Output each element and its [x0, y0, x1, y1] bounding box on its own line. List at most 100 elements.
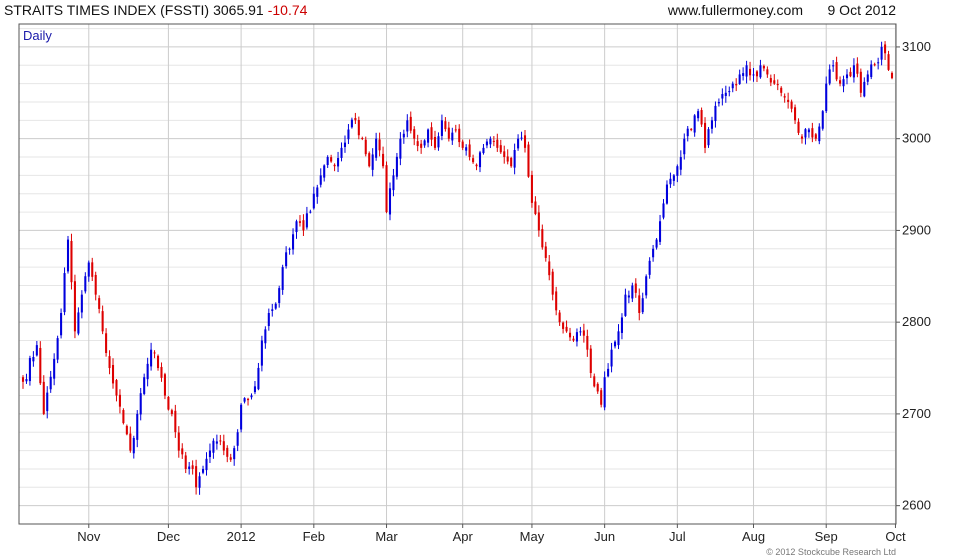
candle-body [267, 312, 270, 327]
candle-body [839, 80, 842, 84]
candle-body [132, 437, 135, 454]
candle-body [634, 283, 637, 293]
candle-body [28, 358, 31, 382]
candle-body [769, 78, 772, 83]
candle-body [558, 312, 561, 323]
candle-body [773, 80, 776, 84]
candle-body [877, 62, 880, 64]
candle-body [70, 240, 73, 283]
x-axis: Nov Dec 2012 Feb Mar Apr May Jun Jul Aug Sep Oct [77, 524, 906, 544]
candle-body [236, 432, 239, 446]
candle-body [890, 72, 894, 79]
candle-body [63, 273, 66, 313]
index-name: STRAITS TIMES INDEX (FSSTI) [4, 2, 209, 18]
change-value: -10.74 [268, 2, 308, 18]
copyright-notice: © 2012 Stockcube Research Ltd [766, 547, 896, 557]
plot-frame [18, 23, 897, 525]
candle-body [292, 234, 295, 250]
candle-body [343, 142, 347, 148]
candle-body [350, 119, 353, 128]
candle-body [472, 158, 475, 163]
candle-body [593, 376, 596, 387]
candle-body [707, 129, 710, 146]
candle-body [755, 71, 759, 77]
candle-body [35, 345, 38, 356]
candle-body [648, 260, 651, 275]
candle-body [378, 139, 381, 151]
candle-body [409, 116, 412, 131]
candle-body [129, 433, 132, 451]
candle-body [800, 136, 804, 139]
candle-body [229, 457, 232, 460]
candle-body [465, 147, 468, 151]
candle-body [794, 107, 797, 121]
candle-body [136, 413, 139, 440]
x-tick-label: Dec [157, 529, 181, 544]
candle-body [513, 150, 516, 168]
candle-body [330, 157, 333, 162]
candle-body [655, 239, 658, 248]
candle-body [669, 178, 672, 185]
candle-body [215, 441, 218, 444]
y-tick-label: 3000 [902, 131, 931, 146]
candle-body [600, 390, 603, 405]
candle-body [395, 156, 398, 177]
candle-body [478, 152, 482, 168]
candle-body [333, 164, 336, 167]
candle-body [174, 410, 177, 433]
candle-body [641, 298, 644, 313]
candle-body [523, 135, 527, 148]
candle-body [323, 165, 326, 178]
candle-body [413, 129, 416, 139]
candle-body [627, 295, 630, 298]
website-link[interactable]: www.fullermoney.com [667, 2, 803, 18]
candle-body [884, 44, 887, 54]
candle-body [859, 71, 862, 93]
candle-body [679, 157, 682, 170]
candle-body [312, 193, 315, 209]
candle-body [309, 211, 312, 213]
candle-body [250, 395, 253, 398]
candle-body [607, 368, 610, 377]
candle-body [665, 184, 668, 204]
candle-body [762, 65, 765, 69]
candle-body [305, 213, 308, 228]
candle-body [184, 455, 187, 469]
x-tick-label: 2012 [227, 529, 256, 544]
candle-body [468, 144, 471, 158]
candle-body [797, 121, 800, 133]
candle-body [807, 129, 810, 133]
candle-body [433, 136, 437, 148]
candle-body [253, 386, 257, 393]
candle-body [721, 94, 724, 99]
candle-body [32, 356, 35, 362]
candle-body [482, 147, 485, 154]
candle-body [828, 69, 831, 84]
candle-body [257, 367, 260, 390]
candle-body [638, 295, 641, 313]
candle-body [347, 129, 350, 140]
candle-body [42, 381, 45, 414]
candle-body [672, 175, 675, 181]
y-tick-label: 2800 [902, 314, 931, 329]
candle-body [181, 448, 184, 455]
candle-body [568, 332, 572, 338]
candle-body [60, 312, 63, 336]
candle-body [662, 203, 665, 218]
candle-body [704, 122, 707, 148]
x-tick-label: Oct [885, 529, 906, 544]
candle-body [461, 141, 464, 148]
candle-body [337, 158, 340, 167]
candle-body [717, 101, 720, 104]
y-axis: 2600 2700 2800 2900 3000 3100 [896, 39, 931, 513]
candle-body [749, 68, 752, 76]
candle-body [776, 84, 779, 86]
candle-body [385, 165, 388, 213]
candle-body [492, 140, 495, 142]
candle-body [780, 87, 783, 93]
candle-body [849, 71, 852, 77]
candle-body [444, 121, 447, 130]
candle-body [368, 153, 371, 167]
candle-body [21, 377, 25, 382]
candle-body [53, 358, 56, 379]
